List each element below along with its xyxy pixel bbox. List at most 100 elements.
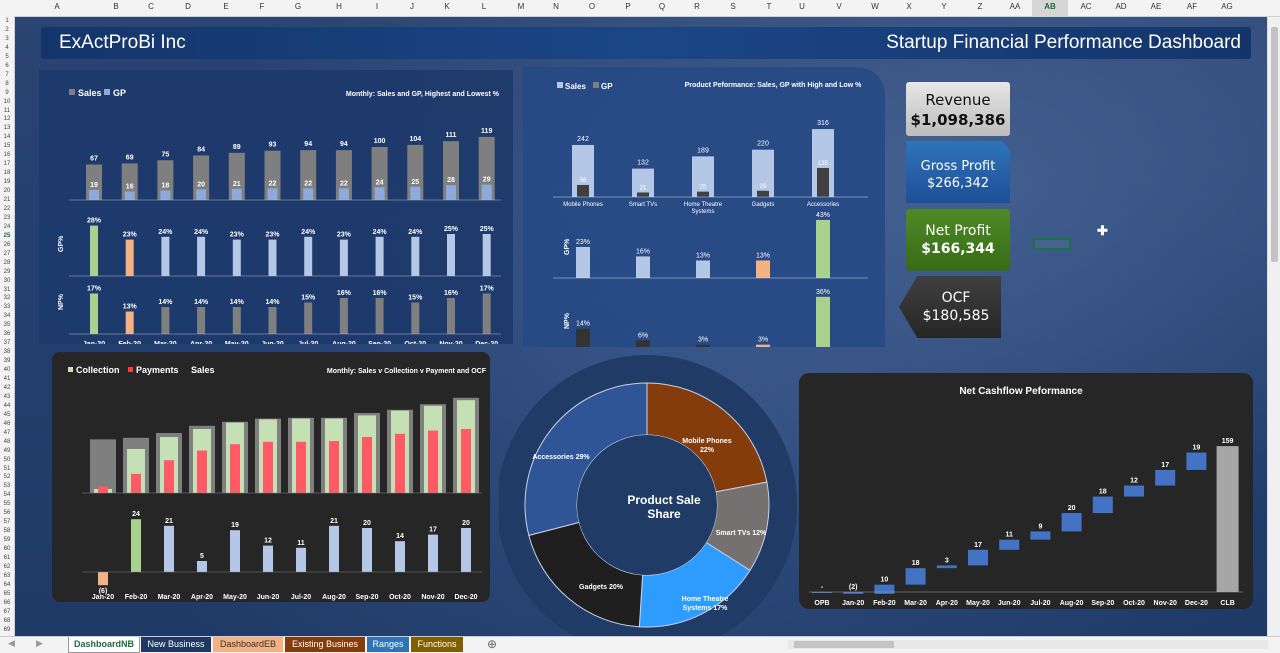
add-sheet-icon[interactable]: ⊕ (487, 637, 498, 651)
row-number[interactable]: 31 (3, 286, 11, 293)
column-letter[interactable]: L (481, 2, 487, 11)
column-letter[interactable]: AA (1009, 2, 1021, 11)
row-number[interactable]: 50 (3, 456, 11, 463)
row-number[interactable]: 59 (3, 537, 11, 544)
column-letter[interactable]: D (185, 2, 191, 11)
row-number[interactable]: 63 (3, 572, 11, 579)
sheet-tab[interactable]: DashboardNB (68, 637, 140, 653)
product-share-donut-chart[interactable]: Mobile Phones 22% Smart TVs 12% Home Theatr… (499, 355, 799, 636)
row-number[interactable]: 46 (3, 420, 11, 427)
sheet-tab[interactable]: Ranges (367, 637, 409, 652)
row-number[interactable]: 26 (3, 241, 11, 248)
row-number[interactable]: 12 (3, 116, 11, 123)
row-number[interactable]: 19 (3, 179, 11, 186)
row-number[interactable]: 4 (5, 44, 9, 51)
row-number[interactable]: 27 (3, 250, 11, 257)
row-number[interactable]: 56 (3, 510, 11, 517)
monthly-sales-gp-chart[interactable]: Sales GP Monthly: Sales and GP, Highest an… (39, 70, 513, 344)
column-letter[interactable]: AG (1221, 2, 1233, 11)
column-letter[interactable]: K (444, 2, 450, 11)
row-number[interactable]: 68 (3, 617, 11, 624)
column-letter[interactable]: J (410, 2, 414, 11)
row-number[interactable]: 33 (3, 304, 11, 311)
row-number[interactable]: 49 (3, 447, 11, 454)
column-letter[interactable]: Y (941, 2, 947, 11)
column-letter[interactable]: P (625, 2, 631, 11)
row-number[interactable]: 3 (5, 35, 9, 42)
row-number[interactable]: 23 (3, 214, 11, 221)
row-number[interactable]: 62 (3, 563, 11, 570)
row-number[interactable]: 38 (3, 349, 11, 356)
row-number[interactable]: 45 (3, 411, 11, 418)
sheet-tab[interactable]: New Business (141, 637, 211, 652)
row-number[interactable]: 6 (5, 62, 9, 69)
row-number[interactable]: 9 (5, 89, 9, 96)
row-number[interactable]: 34 (3, 313, 11, 320)
row-number[interactable]: 66 (3, 599, 11, 606)
column-letter[interactable]: E (223, 2, 229, 11)
row-number[interactable]: 28 (3, 259, 11, 266)
column-letter[interactable]: N (553, 2, 559, 11)
sheet-tab[interactable]: Functions (411, 637, 463, 652)
tab-nav-prev-icon[interactable]: ◀ (8, 638, 15, 648)
row-number[interactable]: 35 (3, 322, 11, 329)
column-letter[interactable]: AE (1150, 2, 1162, 11)
horizontal-scrollbar[interactable] (788, 640, 1268, 649)
row-number[interactable]: 43 (3, 393, 11, 400)
column-letter[interactable]: G (294, 2, 302, 11)
row-number[interactable]: 8 (5, 80, 9, 87)
column-letter[interactable]: C (148, 2, 154, 11)
column-letter[interactable]: F (259, 2, 265, 11)
row-number[interactable]: 44 (3, 402, 11, 409)
row-number[interactable]: 17 (3, 161, 11, 168)
vertical-scrollbar[interactable] (1267, 17, 1280, 636)
row-number[interactable]: 21 (3, 197, 11, 203)
row-number[interactable]: 24 (3, 223, 11, 230)
ocf-card[interactable]: OCF $180,585 (899, 276, 1001, 338)
row-number[interactable]: 15 (3, 143, 11, 150)
row-number[interactable]: 29 (3, 268, 11, 275)
row-number[interactable]: 57 (3, 519, 11, 526)
column-letter[interactable]: Q (658, 2, 666, 11)
column-letter[interactable]: T (766, 2, 772, 11)
column-letter[interactable]: AB (1044, 2, 1056, 11)
row-number[interactable]: 52 (3, 474, 11, 481)
column-letter[interactable]: A (54, 2, 60, 11)
row-number[interactable]: 2 (5, 26, 9, 33)
row-number[interactable]: 60 (3, 546, 11, 553)
column-letter[interactable]: AC (1080, 2, 1092, 11)
row-number[interactable]: 30 (3, 277, 11, 284)
row-number[interactable]: 69 (3, 626, 11, 633)
column-letter[interactable]: M (517, 2, 525, 11)
column-letter[interactable]: O (588, 2, 596, 11)
row-number[interactable]: 54 (3, 492, 11, 499)
column-letter[interactable]: S (730, 2, 736, 11)
row-number[interactable]: 16 (3, 152, 11, 159)
row-number[interactable]: 7 (5, 71, 9, 78)
column-letter[interactable]: U (799, 2, 805, 11)
column-letter[interactable]: B (113, 2, 119, 11)
row-number[interactable]: 42 (3, 384, 11, 391)
column-letter[interactable]: V (836, 2, 842, 11)
row-number[interactable]: 36 (3, 331, 11, 338)
horizontal-scroll-thumb[interactable] (794, 641, 894, 648)
tab-nav-next-icon[interactable]: ▶ (36, 638, 43, 648)
row-number[interactable]: 5 (5, 53, 9, 60)
sheet-tab[interactable]: DashboardEB (213, 637, 283, 652)
row-number[interactable]: 58 (3, 528, 11, 535)
row-number[interactable]: 20 (3, 188, 11, 195)
row-number[interactable]: 48 (3, 438, 11, 445)
column-letter[interactable]: R (694, 2, 700, 11)
row-number[interactable]: 47 (3, 429, 11, 436)
row-number[interactable]: 25 (3, 232, 11, 239)
row-number[interactable]: 13 (3, 125, 11, 132)
row-number[interactable]: 22 (3, 205, 11, 212)
vertical-scroll-thumb[interactable] (1271, 27, 1278, 262)
net-cashflow-chart[interactable]: Net Cashflow Peformance - OPB (2) Jan-20 10 Fe… (799, 373, 1253, 609)
row-number[interactable]: 37 (3, 340, 11, 347)
column-letter[interactable]: AD (1115, 2, 1127, 11)
row-number[interactable]: 18 (3, 170, 11, 177)
product-performance-chart[interactable]: Sales GP Product Peformance: Sales, GP wit… (523, 67, 885, 347)
row-number[interactable]: 10 (3, 98, 11, 105)
row-number[interactable]: 67 (3, 608, 11, 615)
